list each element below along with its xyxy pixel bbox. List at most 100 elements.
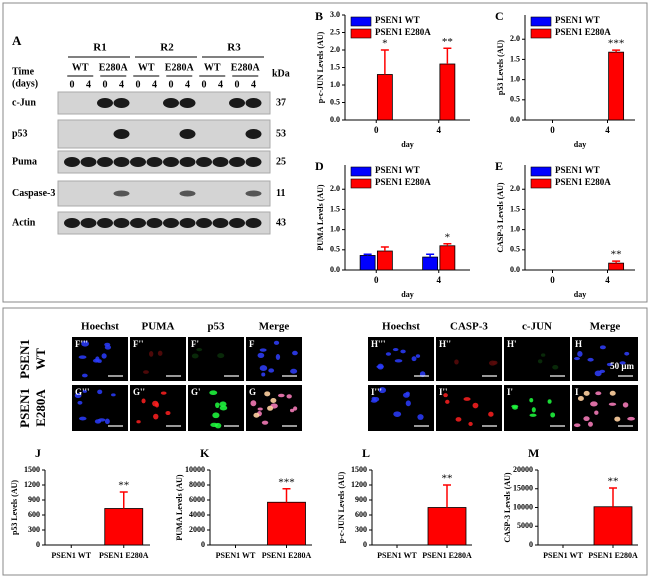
significance: ** [118,480,129,492]
cell [214,422,222,429]
panel-label: G' [191,387,201,397]
x-axis-label: day [401,140,413,149]
legend-label: PSEN1 E280A [555,27,611,37]
micrograph [572,337,638,381]
blot-band [130,218,146,228]
cell [275,354,281,360]
column-label: Merge [590,321,621,333]
blot-band [163,98,179,108]
cell [627,416,635,421]
x-tick-label: PSEN1 WT [377,551,417,560]
blot-band [113,190,130,197]
y-tick-label: 0.5 [510,245,520,254]
cell [215,402,220,409]
cell [209,390,218,396]
blot-band [196,157,212,167]
cell [261,420,269,425]
x-axis-label: day [401,290,413,299]
bar [359,255,376,271]
row-label: PSEN1 [17,339,32,379]
blot-band [113,218,130,228]
cell [250,400,257,407]
cell [82,389,87,393]
significance: * [445,231,451,243]
significance: ** [442,473,453,485]
cell [443,393,448,398]
y-axis-label: CASP-3 Levels (AU) [496,182,505,253]
y-axis-label: p-c-JUN Levels (AU) [337,471,346,543]
x-tick-label: 4 [437,125,442,135]
significance: ** [608,476,619,488]
lane-label: 0 [103,79,108,90]
blot-band [229,157,245,167]
column-label: Merge [259,321,290,333]
cell [136,420,141,424]
cell [165,410,171,416]
cell [149,351,154,357]
cell [411,356,417,362]
cell [547,399,552,404]
group-label: WT [204,62,221,73]
cell [606,362,613,367]
row-label: PSEN1 [17,388,32,428]
y-tick-label: 1.0 [510,224,520,233]
blot-band [245,129,262,139]
panel-letter: A [12,33,22,48]
cell [78,416,87,421]
cell [377,363,384,370]
blot-band [113,157,130,167]
cell [98,418,106,422]
cell [537,359,543,364]
blot-band [80,157,97,167]
cell [417,414,424,420]
panel-label: I'' [439,387,448,397]
blot-band [229,218,245,228]
cell [77,400,83,405]
cell [273,340,280,345]
cell [259,348,267,352]
blot-kda: 25 [276,156,286,167]
blot-band [179,218,196,228]
x-axis-label: day [574,140,586,149]
panel-label: I''' [371,387,382,397]
scale-label: 50 μm [610,361,634,371]
y-tick-label: 1.5 [330,204,340,213]
column-label: PUMA [142,321,175,333]
cell-merge [270,398,277,404]
top-frame [2,2,648,303]
cell [531,407,536,413]
group-label: WT [72,62,89,73]
bar [608,262,625,271]
panel-label: G''' [75,387,90,397]
blot-row-label: Caspase-3 [12,188,55,199]
panel-label: H' [507,339,517,349]
legend-label: PSEN1 WT [555,165,600,175]
blot-band [245,190,262,197]
cell [405,400,411,407]
blot-band [212,157,229,167]
panel-label: H'' [439,339,451,349]
y-tick-label: 0.0 [330,115,340,124]
y-tick-label: 2.0 [510,184,520,193]
cell [488,411,494,417]
blot-band [146,218,163,228]
cell [511,404,519,408]
cell [81,340,89,347]
legend-label: PSEN1 E280A [375,177,431,187]
panel-letter: B [315,9,323,23]
cell [92,358,100,363]
cell [292,350,298,356]
blot-kda: 37 [276,97,286,108]
y-tick-label: 5000 [517,521,533,530]
y-tick-label: 0.5 [510,95,520,104]
y-tick-label: 0.0 [510,115,520,124]
time-label: (days) [12,78,38,89]
y-tick-label: 1200 [24,480,40,489]
y-tick-label: 0 [529,540,533,549]
column-label: Hoechst [81,321,119,333]
cell [257,407,263,411]
row-label: WT [33,348,48,370]
blot-row-label: Actin [12,217,36,228]
kda-label: kDa [272,68,290,79]
replicate-label: R1 [93,42,106,54]
